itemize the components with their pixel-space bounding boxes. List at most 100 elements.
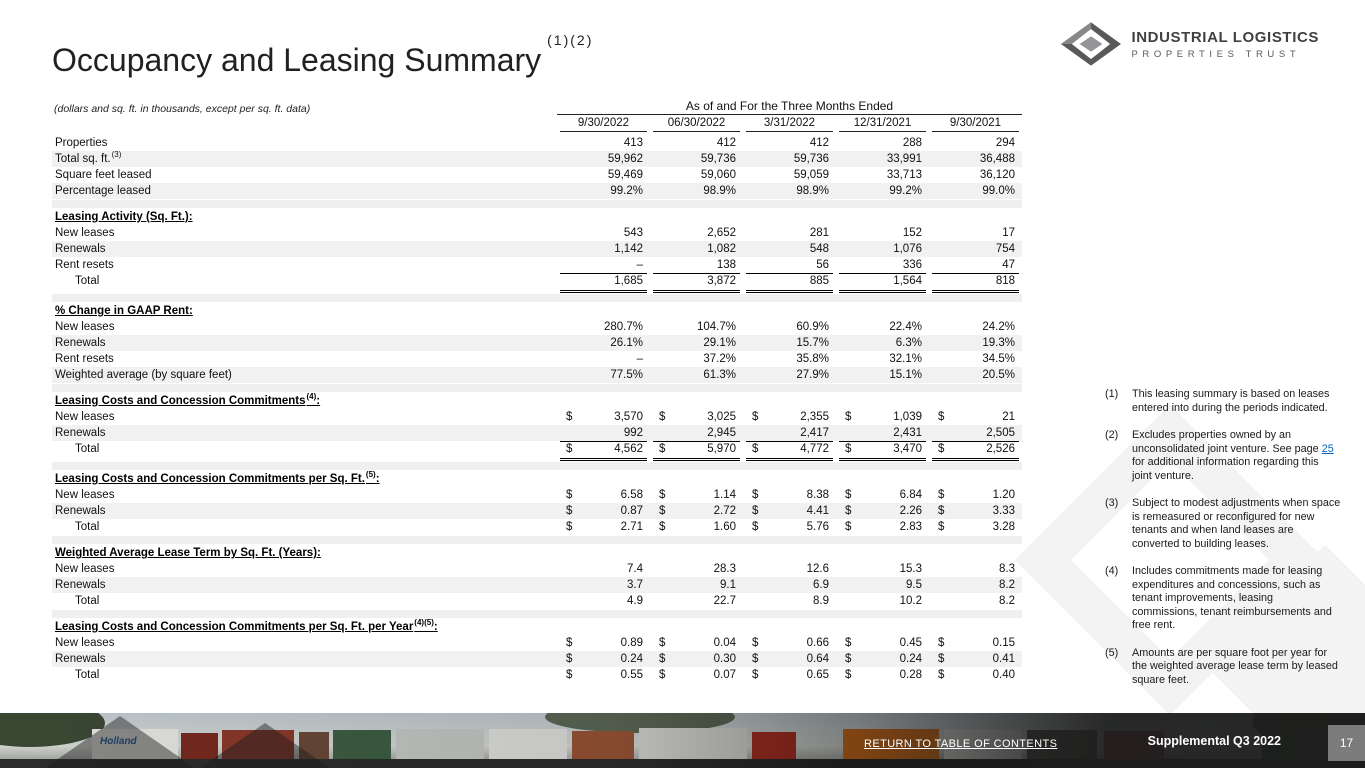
- currency-symbol: $: [566, 521, 573, 533]
- cell-value: 0.45: [899, 637, 922, 649]
- section-spacer: [52, 462, 1022, 470]
- table-cell: 152: [839, 225, 926, 241]
- table-row: Total sq. ft.(3) 59,962 59,736 59,736 33,991…: [52, 151, 1022, 167]
- section-header-row: Leasing Activity (Sq. Ft.):: [52, 209, 1022, 225]
- section-header-text: Leasing Costs and Concession Commitments…: [55, 470, 380, 485]
- table-cell: 32.1%: [839, 351, 926, 367]
- currency-symbol: $: [845, 411, 852, 423]
- table-cell: 280.7%: [560, 319, 647, 335]
- table-cell: $21: [932, 409, 1019, 425]
- cell-value: 138: [716, 259, 736, 271]
- table-cell: 138: [653, 257, 740, 273]
- table-cell: $0.64: [746, 651, 833, 667]
- table-cell: 29.1%: [653, 335, 740, 351]
- cell-value: 22.7: [713, 595, 736, 607]
- table-row: New leases $3,570 $3,025 $2,355 $1,039 $21: [52, 409, 1022, 425]
- cell-value: 59,059: [793, 169, 829, 181]
- logo-wordmark: INDUSTRIAL LOGISTICS PROPERTIES TRUST: [1131, 29, 1319, 60]
- page-title: Occupancy and Leasing Summary (1)(2): [52, 33, 593, 79]
- return-to-toc-link[interactable]: RETURN TO TABLE OF CONTENTS: [864, 738, 1058, 750]
- table-row: Total 4.9 22.7 8.9 10.2 8.2: [52, 593, 1022, 609]
- cell-value: 3.28: [992, 521, 1015, 533]
- cell-value: 0.04: [713, 637, 736, 649]
- table-cell: 885: [746, 273, 833, 293]
- table-cell: $0.65: [746, 667, 833, 683]
- table-cell: $0.40: [932, 667, 1019, 683]
- cell-value: 35.8%: [796, 353, 829, 365]
- cell-value: 29.1%: [703, 337, 736, 349]
- currency-symbol: $: [659, 669, 666, 681]
- cell-value: 5,970: [707, 443, 736, 455]
- cell-value: 3.33: [992, 505, 1015, 517]
- table-cell: –: [560, 351, 647, 367]
- cell-value: 15.7%: [796, 337, 829, 349]
- cell-value: 19.3%: [982, 337, 1015, 349]
- table-cell: 8.2: [932, 577, 1019, 593]
- column-header: 06/30/2022: [653, 115, 740, 132]
- currency-symbol: $: [659, 443, 666, 455]
- cell-value: 59,736: [700, 153, 736, 165]
- cell-value: 0.89: [620, 637, 643, 649]
- table-row: New leases $0.89 $0.04 $0.66 $0.45 $0.15: [52, 635, 1022, 651]
- section-header-row: Leasing Costs and Concession Commitments…: [52, 393, 1022, 409]
- table-cell: 8.2: [932, 593, 1019, 609]
- footnote-page-link[interactable]: 25: [1321, 442, 1334, 455]
- currency-symbol: $: [752, 411, 759, 423]
- cell-value: 3,872: [707, 275, 736, 287]
- currency-symbol: $: [752, 505, 759, 517]
- row-label: Properties: [55, 137, 108, 149]
- cell-value: 33,991: [886, 153, 922, 165]
- section-header-text: % Change in GAAP Rent:: [55, 305, 193, 317]
- cell-value: 1.60: [713, 521, 736, 533]
- cell-value: 4,562: [614, 443, 643, 455]
- page-number-box: 17: [1328, 725, 1365, 761]
- table-cell: 59,469: [560, 167, 647, 183]
- cell-value: 61.3%: [703, 369, 736, 381]
- table-cell: 77.5%: [560, 367, 647, 383]
- cell-value: 2,431: [893, 427, 922, 439]
- table-cell: 2,431: [839, 425, 926, 441]
- table-cell: 15.1%: [839, 367, 926, 383]
- cell-value: –: [636, 259, 643, 271]
- table-cell: $2.26: [839, 503, 926, 519]
- table-row: Renewals 992 2,945 2,417 2,431 2,505: [52, 425, 1022, 441]
- cell-value: 9.1: [720, 579, 736, 591]
- cell-value: 104.7%: [696, 321, 736, 333]
- currency-symbol: $: [659, 505, 666, 517]
- cell-value: 1,039: [893, 411, 922, 423]
- table-cell: 2,945: [653, 425, 740, 441]
- cell-value: 99.0%: [982, 185, 1015, 197]
- table-cell: $3.28: [932, 519, 1019, 535]
- table-cell: $5,970: [653, 441, 740, 461]
- cell-value: 2.72: [713, 505, 736, 517]
- table-row: Renewals 1,142 1,082 548 1,076 754: [52, 241, 1022, 257]
- table-cell: 59,060: [653, 167, 740, 183]
- table-cell: 412: [746, 135, 833, 151]
- section-header-row: Leasing Costs and Concession Commitments…: [52, 619, 1022, 635]
- cell-value: 6.58: [620, 489, 643, 501]
- table-cell: 9.1: [653, 577, 740, 593]
- row-label: Total: [75, 521, 100, 533]
- table-cell: 2,505: [932, 425, 1019, 441]
- table-cell: $2.83: [839, 519, 926, 535]
- table-cell: 1,082: [653, 241, 740, 257]
- section-header-label: Weighted Average Lease Term by Sq. Ft. (…: [52, 545, 557, 561]
- currency-symbol: $: [659, 489, 666, 501]
- cell-value: 2,355: [800, 411, 829, 423]
- currency-symbol: $: [938, 653, 945, 665]
- table-row: Rent resets – 37.2% 35.8% 32.1% 34.5%: [52, 351, 1022, 367]
- currency-symbol: $: [845, 505, 852, 517]
- row-label: Renewals: [55, 505, 106, 517]
- row-label: Total: [75, 275, 100, 287]
- cell-value: 152: [902, 227, 922, 239]
- table-row: Total 1,685 3,872 885 1,564 818: [52, 273, 1022, 293]
- cell-value: 0.15: [992, 637, 1015, 649]
- currency-symbol: $: [845, 521, 852, 533]
- currency-symbol: $: [845, 653, 852, 665]
- cell-value: 281: [809, 227, 829, 239]
- row-label: New leases: [55, 489, 115, 501]
- company-logo: INDUSTRIAL LOGISTICS PROPERTIES TRUST: [1061, 22, 1319, 66]
- table-cell: 336: [839, 257, 926, 273]
- cell-value: 60.9%: [796, 321, 829, 333]
- footnote-ref: (4): [306, 392, 317, 402]
